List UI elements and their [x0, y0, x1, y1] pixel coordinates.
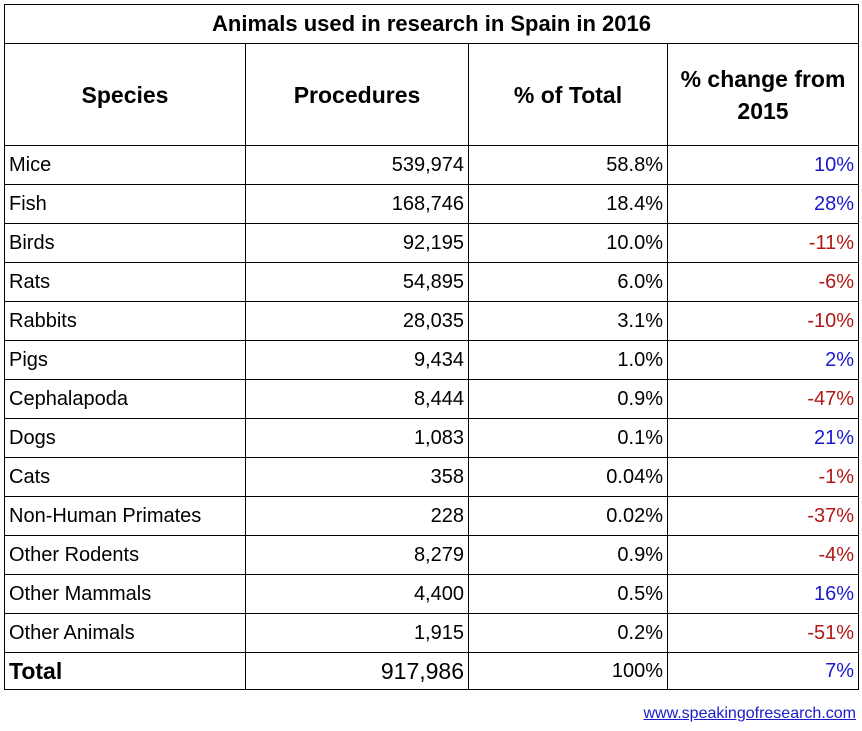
percent-total-cell: 58.8%: [468, 145, 668, 185]
species-cell: Other Mammals: [4, 574, 246, 614]
table-row: Other Animals 1,915 0.2% -51%: [4, 613, 860, 653]
procedures-cell: 168,746: [245, 184, 469, 224]
table-row: Fish 168,746 18.4% 28%: [4, 184, 860, 224]
percent-change-cell: 28%: [666, 184, 860, 224]
species-cell: Other Animals: [4, 613, 246, 653]
percent-change-cell: -10%: [666, 301, 860, 341]
percent-change-cell: -4%: [666, 535, 860, 575]
procedures-cell: 1,083: [245, 418, 469, 458]
table-row: Rabbits 28,035 3.1% -10%: [4, 301, 860, 341]
animals-research-table: Animals used in research in Spain in 201…: [3, 4, 860, 690]
percent-change-cell: -11%: [666, 223, 860, 263]
percent-change-cell: 2%: [666, 340, 860, 380]
procedures-cell: 8,279: [245, 535, 469, 575]
procedures-cell: 4,400: [245, 574, 469, 614]
table-row: Cats 358 0.04% -1%: [4, 457, 860, 497]
header-percent-total: % of Total: [468, 43, 668, 146]
total-label: Total: [4, 652, 246, 690]
percent-total-cell: 18.4%: [468, 184, 668, 224]
percent-change-cell: -47%: [666, 379, 860, 419]
table-row: Cephalapoda 8,444 0.9% -47%: [4, 379, 860, 419]
species-cell: Non-Human Primates: [4, 496, 246, 536]
percent-total-cell: 10.0%: [468, 223, 668, 263]
procedures-cell: 8,444: [245, 379, 469, 419]
table-row: Other Mammals 4,400 0.5% 16%: [4, 574, 860, 614]
procedures-cell: 54,895: [245, 262, 469, 302]
percent-change-cell: -51%: [666, 613, 860, 653]
table-row: Pigs 9,434 1.0% 2%: [4, 340, 860, 380]
species-cell: Pigs: [4, 340, 246, 380]
species-cell: Rats: [4, 262, 246, 302]
procedures-cell: 228: [245, 496, 469, 536]
species-cell: Cephalapoda: [4, 379, 246, 419]
percent-change-cell: 10%: [666, 145, 860, 185]
percent-total-cell: 3.1%: [468, 301, 668, 341]
percent-change-cell: 21%: [666, 418, 860, 458]
table-body: Mice 539,974 58.8% 10% Fish 168,746 18.4% 28% Bi…: [4, 145, 860, 690]
procedures-cell: 9,434: [245, 340, 469, 380]
species-cell: Birds: [4, 223, 246, 263]
procedures-cell: 539,974: [245, 145, 469, 185]
species-cell: Dogs: [4, 418, 246, 458]
table-row: Birds 92,195 10.0% -11%: [4, 223, 860, 263]
percent-change-cell: -1%: [666, 457, 860, 497]
table-row: Dogs 1,083 0.1% 21%: [4, 418, 860, 458]
percent-total-cell: 0.9%: [468, 379, 668, 419]
procedures-cell: 92,195: [245, 223, 469, 263]
table-row: Mice 539,974 58.8% 10%: [4, 145, 860, 185]
total-percent-change: 7%: [666, 652, 860, 690]
species-cell: Rabbits: [4, 301, 246, 341]
total-procedures: 917,986: [245, 652, 469, 690]
total-percent-total: 100%: [468, 652, 668, 690]
percent-change-cell: -37%: [666, 496, 860, 536]
percent-total-cell: 0.1%: [468, 418, 668, 458]
percent-total-cell: 0.5%: [468, 574, 668, 614]
header-percent-change: % change from 2015: [666, 43, 860, 146]
percent-total-cell: 0.04%: [468, 457, 668, 497]
procedures-cell: 358: [245, 457, 469, 497]
percent-change-cell: 16%: [666, 574, 860, 614]
header-procedures: Procedures: [245, 43, 469, 146]
species-cell: Fish: [4, 184, 246, 224]
header-species: Species: [4, 43, 246, 146]
species-cell: Cats: [4, 457, 246, 497]
percent-change-cell: -6%: [666, 262, 860, 302]
procedures-cell: 28,035: [245, 301, 469, 341]
percent-total-cell: 6.0%: [468, 262, 668, 302]
statistics-table-container: Animals used in research in Spain in 201…: [3, 4, 860, 690]
percent-total-cell: 0.02%: [468, 496, 668, 536]
procedures-cell: 1,915: [245, 613, 469, 653]
table-row: Other Rodents 8,279 0.9% -4%: [4, 535, 860, 575]
species-cell: Other Rodents: [4, 535, 246, 575]
species-cell: Mice: [4, 145, 246, 185]
total-row: Total 917,986 100% 7%: [4, 652, 860, 690]
percent-total-cell: 1.0%: [468, 340, 668, 380]
source-link[interactable]: www.speakingofresearch.com: [643, 705, 856, 722]
table-row: Rats 54,895 6.0% -6%: [4, 262, 860, 302]
table-title: Animals used in research in Spain in 201…: [3, 4, 860, 44]
percent-total-cell: 0.9%: [468, 535, 668, 575]
table-row: Non-Human Primates 228 0.02% -37%: [4, 496, 860, 536]
percent-total-cell: 0.2%: [468, 613, 668, 653]
